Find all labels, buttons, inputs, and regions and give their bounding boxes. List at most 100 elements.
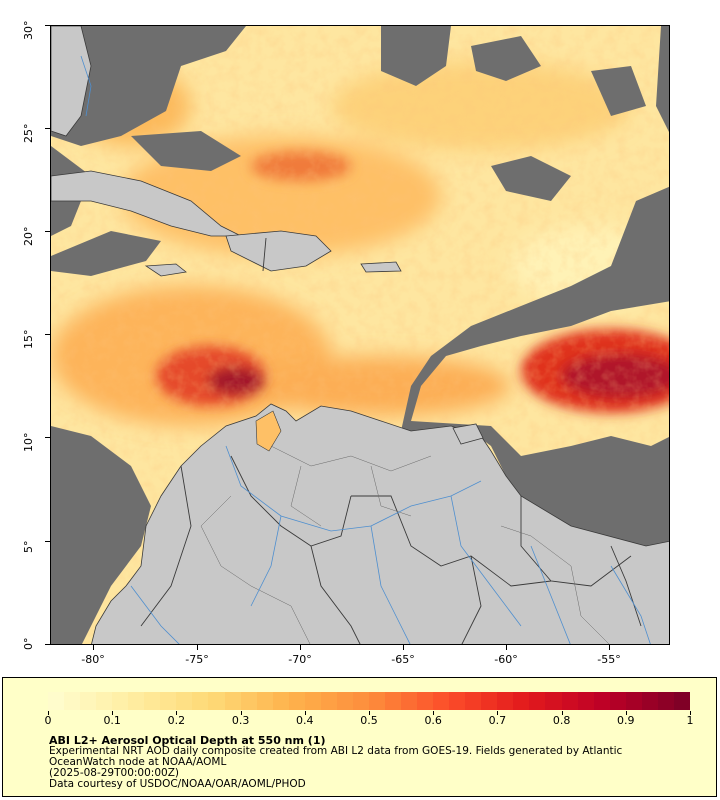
colorbar-label: 1 bbox=[686, 714, 694, 727]
colorbar-tick bbox=[240, 711, 242, 715]
lat-label-30: 30° bbox=[22, 20, 35, 41]
x-tick-65 bbox=[403, 645, 404, 650]
colorbar-label: 0.9 bbox=[617, 714, 635, 727]
colorbar-segment bbox=[513, 692, 530, 710]
colorbar-segment bbox=[320, 692, 337, 710]
caption-credit: Data courtesy of USDOC/NOAA/OAR/AOML/PHO… bbox=[49, 778, 306, 790]
colorbar-segment bbox=[625, 692, 642, 710]
colorbar-segment bbox=[577, 692, 594, 710]
colorbar-label: 0.4 bbox=[296, 714, 314, 727]
colorbar-label: 0.6 bbox=[424, 714, 442, 727]
lat-label-25: 25° bbox=[22, 123, 35, 144]
colorbar-label: 0.7 bbox=[488, 714, 507, 727]
colorbar-segment bbox=[272, 692, 289, 710]
colorbar-segment bbox=[401, 692, 418, 710]
colorbar-tick bbox=[497, 711, 499, 715]
y-tick-20 bbox=[45, 231, 50, 232]
colorbar-segment bbox=[144, 692, 161, 710]
colorbar-tick bbox=[369, 711, 370, 715]
colorbar-label: 0.8 bbox=[552, 714, 571, 727]
colorbar-tick bbox=[433, 711, 435, 715]
x-tick-70 bbox=[300, 645, 301, 650]
colorbar-segment bbox=[497, 692, 514, 710]
lat-label-0: 0° bbox=[22, 637, 35, 651]
rivers bbox=[80, 55, 651, 644]
colorbar-label: 0.1 bbox=[103, 714, 121, 727]
colorbar-segment bbox=[96, 692, 113, 710]
colorbar-segment bbox=[609, 692, 626, 710]
country-borders bbox=[140, 237, 642, 644]
colorbar-label: 0.2 bbox=[167, 714, 186, 727]
colorbar-segment bbox=[224, 692, 241, 710]
lon-label-80: -80° bbox=[81, 653, 105, 666]
colorbar-tick bbox=[690, 711, 691, 715]
colorbar-segment bbox=[465, 692, 482, 710]
x-tick-55 bbox=[609, 645, 610, 650]
colorbar-tick bbox=[304, 711, 306, 715]
lon-label-65: -65° bbox=[391, 653, 415, 666]
legend-panel: 0 0.1 0.2 0.3 0.4 0.5 0.6 0.7 0.8 0.9 1 ABI L2+ Ae… bbox=[2, 677, 717, 797]
lon-label-75: -75° bbox=[185, 653, 209, 666]
colorbar-segment bbox=[128, 692, 145, 710]
y-tick-0 bbox=[45, 644, 50, 645]
colorbar-tick bbox=[48, 711, 49, 715]
colorbar-tick bbox=[176, 711, 178, 715]
colorbar-segment bbox=[352, 692, 369, 710]
lat-label-20: 20° bbox=[22, 226, 35, 247]
colorbar-tick bbox=[561, 711, 563, 715]
colorbar-label: 0.5 bbox=[360, 714, 378, 727]
colorbar-segment bbox=[673, 692, 690, 710]
colorbar-tick bbox=[625, 711, 627, 715]
colorbar-segment bbox=[657, 692, 674, 710]
colorbar-segment bbox=[176, 692, 193, 710]
colorbar-segment bbox=[80, 692, 97, 710]
colorbar-segment bbox=[256, 692, 273, 710]
lat-label-10: 10° bbox=[22, 432, 35, 453]
colorbar-segment bbox=[433, 692, 450, 710]
caption-date: (2025-08-29T00:00:00Z) bbox=[49, 767, 179, 779]
aod-map bbox=[50, 25, 670, 645]
x-tick-75 bbox=[197, 645, 198, 650]
colorbar-segment bbox=[481, 692, 498, 710]
x-tick-60 bbox=[506, 645, 507, 650]
colorbar-tick bbox=[112, 711, 114, 715]
colorbar-segment bbox=[304, 692, 321, 710]
colorbar bbox=[48, 692, 690, 710]
colorbar-segment bbox=[529, 692, 546, 710]
lat-label-15: 15° bbox=[22, 329, 35, 350]
map-title: ABI L2+ Aerosol Optical Depth at 550 nm … bbox=[49, 734, 326, 747]
colorbar-segment bbox=[561, 692, 578, 710]
colorbar-segment bbox=[641, 692, 658, 710]
lon-label-70: -70° bbox=[288, 653, 312, 666]
lon-label-55: -55° bbox=[597, 653, 621, 666]
colorbar-segment bbox=[545, 692, 562, 710]
y-tick-30 bbox=[45, 25, 50, 26]
colorbar-segment bbox=[240, 692, 257, 710]
colorbar-segment bbox=[48, 692, 65, 710]
y-tick-25 bbox=[45, 128, 50, 129]
colorbar-segment bbox=[192, 692, 209, 710]
colorbar-segment bbox=[288, 692, 305, 710]
colorbar-label: 0 bbox=[44, 714, 52, 727]
colorbar-segment bbox=[417, 692, 434, 710]
colorbar-segment bbox=[593, 692, 610, 710]
colorbar-segment bbox=[64, 692, 81, 710]
y-tick-5 bbox=[45, 541, 50, 542]
x-tick-80 bbox=[93, 645, 94, 650]
y-tick-10 bbox=[45, 437, 50, 438]
colorbar-segment bbox=[336, 692, 353, 710]
caption-line-2: OceanWatch node at NOAA/AOML bbox=[49, 756, 227, 768]
nodata-regions bbox=[51, 26, 669, 644]
lat-label-5: 5° bbox=[22, 540, 35, 554]
y-tick-15 bbox=[45, 334, 50, 335]
colorbar-segment bbox=[384, 692, 402, 710]
colorbar-segment bbox=[368, 692, 385, 710]
admin-borders bbox=[200, 445, 610, 644]
lon-label-60: -60° bbox=[494, 653, 518, 666]
caption-line-1: Experimental NRT AOD daily composite cre… bbox=[49, 745, 623, 757]
colorbar-label: 0.3 bbox=[231, 714, 250, 727]
colorbar-segment bbox=[112, 692, 129, 710]
colorbar-segment bbox=[160, 692, 177, 710]
map-canvas bbox=[51, 26, 669, 644]
colorbar-segment bbox=[449, 692, 466, 710]
